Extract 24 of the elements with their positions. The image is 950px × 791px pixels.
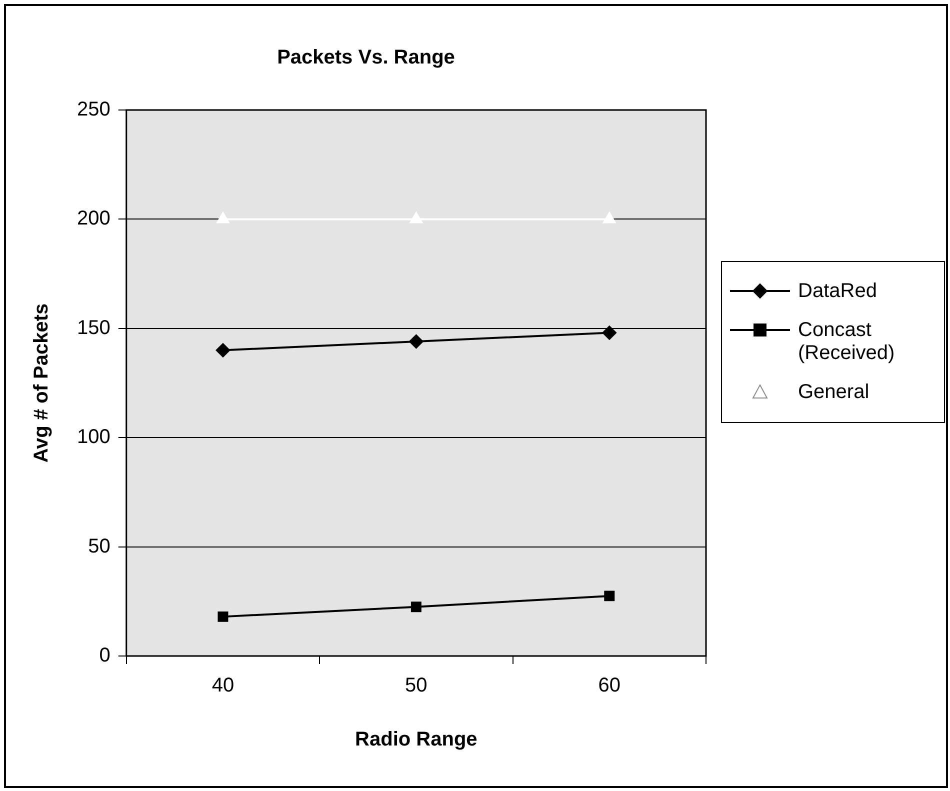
point — [216, 212, 230, 224]
y-tick-label: 0 — [99, 644, 110, 667]
y-tick-label: 100 — [76, 426, 110, 448]
point — [410, 212, 422, 224]
point — [216, 343, 230, 358]
chart-title: Packets Vs. Range — [277, 46, 455, 69]
legend-label: General — [798, 381, 870, 404]
y-tick-label: 150 — [76, 316, 110, 339]
y-tick-label: 200 — [76, 208, 110, 230]
x-tick-label: 60 — [598, 674, 621, 697]
point — [410, 602, 422, 612]
x-axis-title: Radio Range — [355, 728, 478, 751]
legend-label: Concast (Received) — [798, 319, 896, 365]
point — [602, 326, 616, 340]
point — [604, 590, 615, 602]
point — [603, 212, 616, 224]
legend-label: DataRed — [798, 280, 877, 303]
y-axis-title: Avg # of Packets — [30, 303, 53, 463]
point — [218, 611, 228, 622]
y-tick-label: 250 — [76, 98, 110, 121]
x-tick-label: 50 — [405, 674, 428, 697]
x-tick-label: 40 — [212, 674, 234, 697]
y-tick-label: 50 — [88, 535, 110, 558]
point — [409, 334, 424, 349]
